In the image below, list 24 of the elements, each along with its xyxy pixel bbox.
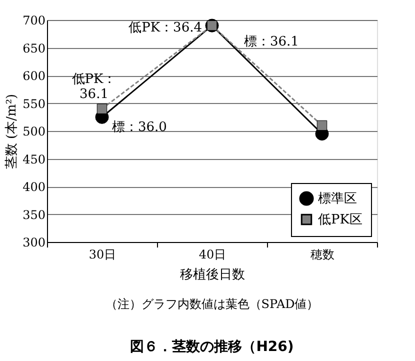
y-tick-label: 350 bbox=[22, 208, 46, 222]
y-tick-label: 400 bbox=[22, 180, 46, 194]
annotation: 標：36.0 bbox=[112, 120, 167, 136]
annotation: 標：36.1 bbox=[244, 34, 299, 50]
text: 図６．茎数の推移（H26) bbox=[130, 339, 294, 355]
point bbox=[96, 104, 108, 114]
legend-label: 低PK区 bbox=[318, 212, 362, 228]
x-tick-label: 40日 bbox=[198, 248, 226, 262]
annotation: 低PK： 36.1 bbox=[72, 72, 116, 102]
y-tick-label: 450 bbox=[22, 152, 46, 166]
x-tick-label: 穂数 bbox=[310, 248, 334, 262]
x-tick-label: 30日 bbox=[88, 248, 116, 262]
y-tick-label: 600 bbox=[22, 69, 46, 83]
x-axis-title: 移植後日数 bbox=[180, 268, 245, 282]
y-tick-label: 700 bbox=[22, 14, 46, 28]
point bbox=[316, 120, 328, 131]
annotation: 低PK：36.4 bbox=[128, 20, 202, 36]
y-tick-label: 550 bbox=[22, 96, 46, 111]
y-tick-label: 650 bbox=[22, 41, 46, 56]
y-tick-label: 300 bbox=[22, 236, 46, 250]
text: （注）グラフ内数値は葉色（SPAD値） bbox=[105, 297, 319, 311]
y-tick-label: 500 bbox=[22, 124, 46, 138]
y-axis-title: 茎数 (本/m²) bbox=[4, 94, 20, 170]
legend-label: 標準区 bbox=[318, 192, 357, 206]
